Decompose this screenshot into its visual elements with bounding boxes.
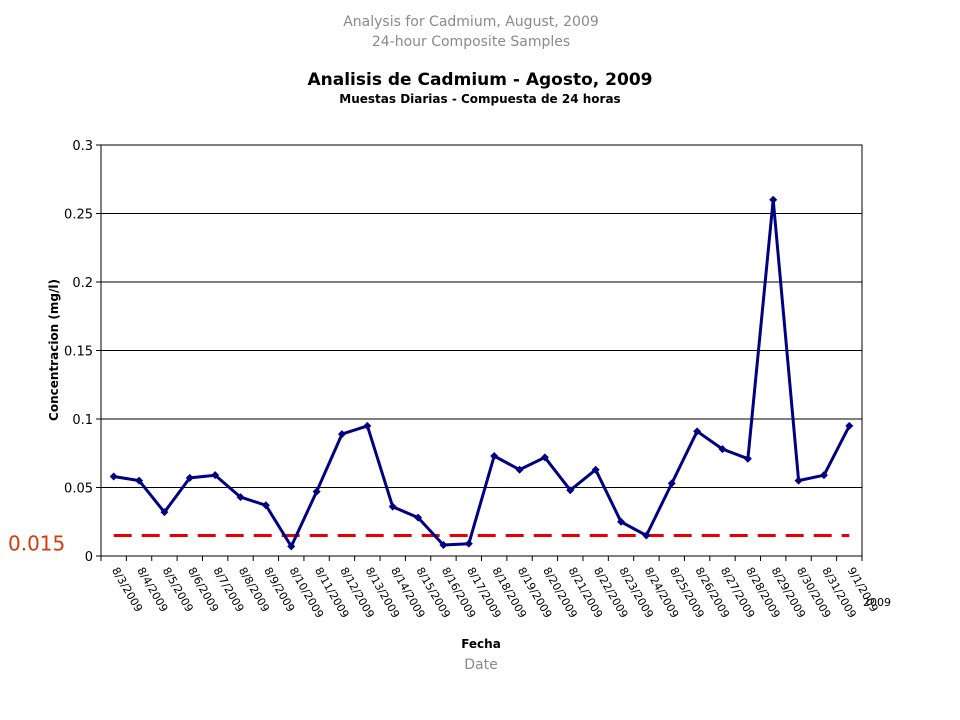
limit-line-label: 0.015 — [8, 531, 65, 555]
data-point — [135, 476, 144, 485]
data-point — [566, 486, 575, 495]
limit-line-group: 0.015 — [8, 531, 850, 555]
chart-subtitle: Muestas Diarias - Compuesta de 24 horas — [339, 92, 620, 106]
data-point — [718, 445, 727, 454]
english-title: Analysis for Cadmium, August, 2009 — [343, 14, 599, 30]
y-axis-label: Concentracion (mg/l) — [47, 279, 61, 421]
data-point — [617, 517, 626, 526]
data-point — [109, 472, 118, 481]
data-point — [287, 542, 296, 551]
data-point — [819, 471, 828, 480]
y-tick-label: 0.15 — [64, 345, 93, 360]
data-point — [388, 502, 397, 511]
y-tick-label: 0.25 — [64, 208, 93, 223]
data-point — [591, 465, 600, 474]
y-tick-label: 0.3 — [72, 139, 93, 154]
data-point — [261, 501, 270, 510]
data-point — [211, 471, 220, 480]
y-axis-ticks: 0 0.05 0.1 0.15 0.2 0.25 0.3 — [64, 139, 101, 565]
x-axis-ticks: 8/3/20098/4/20098/5/20098/6/20098/7/2009… — [100, 556, 891, 620]
series-line — [113, 198, 851, 548]
data-point — [439, 541, 448, 550]
gridlines — [101, 213, 862, 488]
data-point — [312, 487, 321, 496]
data-point — [337, 430, 346, 439]
data-point — [743, 454, 752, 463]
data-point — [769, 195, 778, 204]
chart-title: Analisis de Cadmium - Agosto, 2009 — [308, 70, 653, 90]
data-point — [490, 451, 499, 460]
data-point — [845, 421, 854, 430]
data-point — [414, 513, 423, 522]
x-axis-label: Fecha — [461, 637, 501, 651]
data-point — [185, 473, 194, 482]
y-tick-label: 0 — [85, 550, 93, 565]
series-group — [109, 195, 854, 551]
english-subtitle: 24-hour Composite Samples — [372, 34, 570, 50]
y-tick-label: 0.1 — [72, 413, 93, 428]
data-point — [160, 508, 169, 517]
data-point — [363, 421, 372, 430]
x-tick-label-overlap: 2009 — [863, 596, 891, 609]
data-point — [464, 539, 473, 548]
data-point — [236, 493, 245, 502]
y-tick-label: 0.05 — [64, 482, 93, 497]
data-point — [540, 453, 549, 462]
data-point — [794, 476, 803, 485]
english-x-axis-label: Date — [464, 657, 497, 673]
data-point — [642, 531, 651, 540]
y-tick-label: 0.2 — [72, 276, 93, 291]
data-point — [667, 479, 676, 488]
data-point — [515, 465, 524, 474]
data-point — [693, 427, 702, 436]
